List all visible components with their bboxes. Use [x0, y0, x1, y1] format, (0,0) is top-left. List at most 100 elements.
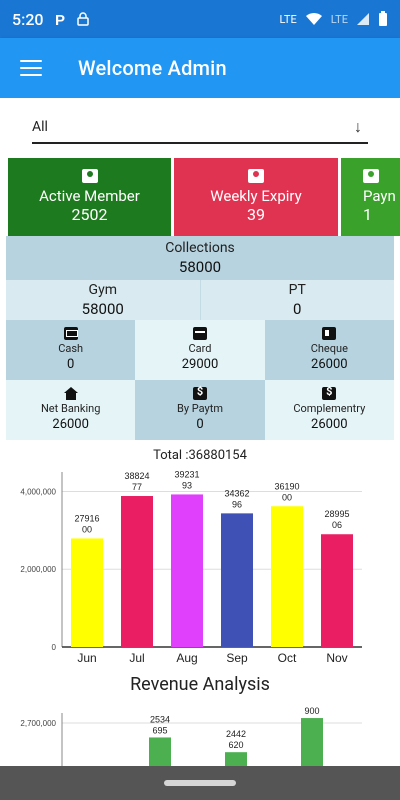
system-nav-bar [0, 766, 400, 800]
dollar-icon [192, 385, 207, 400]
bar [301, 718, 323, 767]
y-tick-label: 2,000,000 [20, 565, 56, 574]
complementry-cell: Complementry 26000 [264, 380, 394, 440]
svg-text:P: P [55, 12, 65, 26]
payments-row-2: Net Banking 26000 By Paytm 0 Complementr… [6, 380, 394, 440]
menu-icon[interactable] [20, 60, 42, 76]
battery-icon [379, 11, 387, 26]
person-icon [81, 169, 98, 183]
bar-jul [121, 496, 153, 647]
cash-cell: Cash 0 [6, 320, 136, 380]
data-label: 28995 [324, 509, 349, 519]
pt-label: PT [288, 282, 306, 298]
y-tick-label: 2,700,000 [20, 719, 56, 728]
bar [225, 752, 247, 767]
status-time: 5:20 [12, 9, 44, 29]
card-payment-value: 29000 [181, 356, 219, 372]
gym-pt-split: Gym 58000 PT 0 [6, 280, 394, 320]
data-label: 93 [182, 480, 192, 490]
cash-label: Cash [58, 341, 84, 355]
data-label: 620 [228, 740, 243, 750]
wifi-icon [305, 12, 322, 25]
card-value: 1 [363, 205, 372, 224]
home-gesture-pill[interactable] [164, 780, 236, 786]
card-label: Active Member [39, 187, 140, 205]
x-tick-label: Aug [176, 651, 197, 665]
cheque-icon [322, 326, 337, 340]
pt-value: 0 [293, 300, 302, 318]
app-bar: Welcome Admin [0, 38, 400, 98]
data-label: 36190 [274, 481, 299, 491]
payment-card[interactable]: Payn 1 [341, 158, 400, 236]
revenue-bar-chart: 02,000,0004,000,0002791600Jun3882477Jul3… [20, 469, 362, 665]
data-label: 900 [304, 706, 319, 716]
cash-icon [63, 326, 78, 340]
filter-dropdown[interactable]: All ↓ [32, 112, 368, 144]
dollar-icon [322, 385, 337, 400]
bank-icon [63, 386, 78, 400]
card-cell: Card 29000 [135, 320, 265, 380]
lte-label-2: LTE [330, 12, 348, 26]
page-title: Welcome Admin [78, 56, 227, 80]
complementry-value: 26000 [311, 416, 348, 432]
card-payment-label: Card [188, 341, 212, 355]
x-tick-label: Nov [326, 651, 347, 665]
data-label: 2655 [302, 703, 322, 705]
bar-nov [321, 534, 353, 647]
collections-label: Collections [165, 240, 235, 256]
weekly-expiry-card[interactable]: Weekly Expiry 39 [174, 158, 338, 236]
signal-icon [357, 13, 369, 25]
person-icon [363, 169, 379, 183]
net-banking-label: Net Banking [40, 401, 101, 415]
cheque-cell: Cheque 26000 [264, 320, 394, 380]
lte-label: LTE [279, 12, 297, 26]
gym-label: Gym [88, 282, 117, 298]
data-label: 27916 [74, 513, 99, 523]
data-label: 2534 [150, 714, 170, 724]
card-label: Weekly Expiry [210, 187, 302, 205]
chart-total: Total :36880154 [153, 448, 247, 463]
data-label: 38824 [124, 471, 149, 481]
complementry-label: Complementry [293, 401, 366, 415]
paytm-cell: By Paytm 0 [135, 380, 265, 440]
data-label: 39231 [174, 469, 199, 479]
chart-title: Revenue Analysis [130, 674, 270, 695]
net-banking-value: 26000 [52, 416, 89, 432]
data-label: 06 [332, 520, 342, 530]
card-label: Payn [363, 187, 396, 205]
bar-oct [271, 506, 303, 647]
card-value: 2502 [71, 205, 108, 224]
data-label: 00 [282, 492, 292, 502]
dashboard-content: All ↓ Active Member 2502 Weekly Expiry 3… [0, 98, 400, 767]
data-label: 34362 [224, 488, 249, 498]
data-label: 2442 [226, 729, 246, 739]
paytm-label: By Paytm [176, 401, 223, 415]
x-tick-label: Jul [129, 651, 144, 665]
bar [149, 737, 171, 767]
revenue-chart: Total :36880154 0 2,000,000 4,000,000 27916… [0, 444, 400, 706]
arrow-down-icon: ↓ [354, 117, 362, 136]
data-label: 00 [82, 524, 92, 534]
parking-icon: P [55, 12, 65, 26]
cash-value: 0 [67, 356, 75, 372]
bar-jun [71, 538, 103, 647]
pt-cell: PT 0 [201, 280, 395, 320]
card-icon [192, 326, 207, 340]
cheque-label: Cheque [310, 341, 348, 355]
filter-value: All [32, 119, 48, 135]
y-tick-label: 0 [52, 643, 57, 652]
card-value: 39 [247, 205, 265, 224]
gym-cell: Gym 58000 [6, 280, 201, 320]
person-icon [248, 169, 264, 183]
net-banking-cell: Net Banking 26000 [6, 380, 136, 440]
active-member-card[interactable]: Active Member 2502 [8, 158, 171, 236]
status-bar: 5:20 P LTE LTE [0, 0, 400, 38]
gym-value: 58000 [81, 300, 124, 318]
lock-icon [76, 12, 89, 26]
data-label: 695 [152, 725, 167, 735]
cheque-value: 26000 [311, 356, 348, 372]
collections-summary: Collections 58000 [6, 236, 394, 280]
x-tick-label: Sep [226, 651, 248, 665]
